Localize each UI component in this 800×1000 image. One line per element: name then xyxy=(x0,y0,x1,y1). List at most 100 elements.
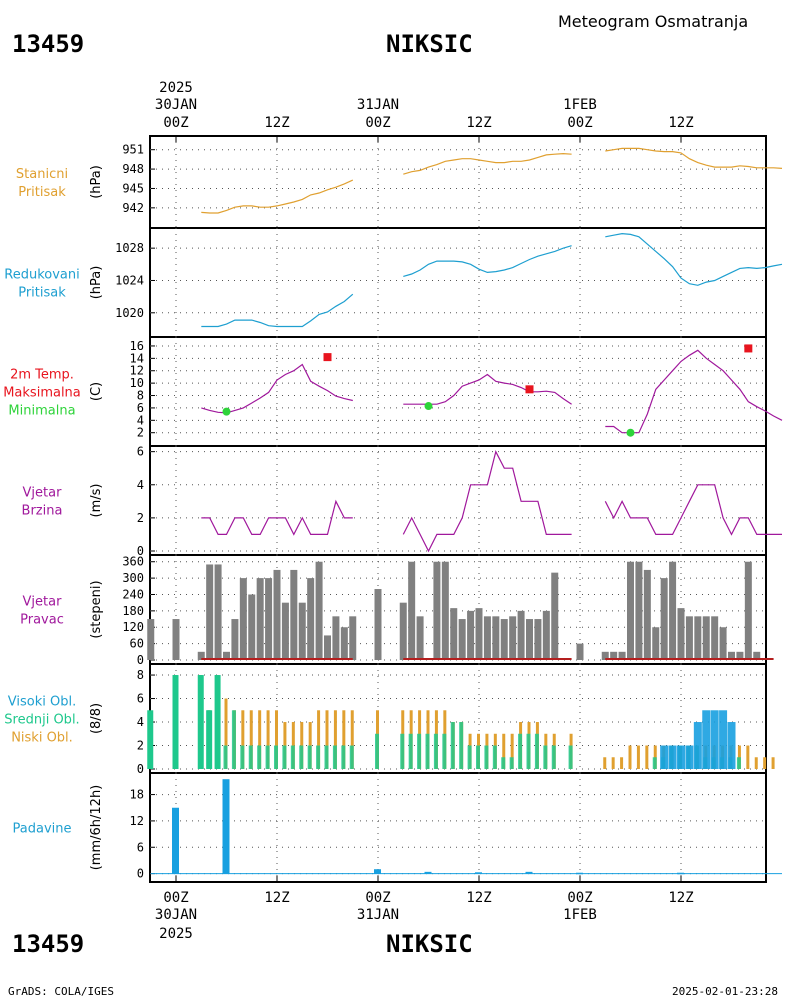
low-cloud-bar xyxy=(771,757,775,769)
series-line xyxy=(604,484,782,536)
mid-cloud-bar xyxy=(375,733,379,769)
panel-label: Pravac xyxy=(20,613,64,628)
mid-cloud-bar xyxy=(265,745,270,769)
panel-label: Visoki Obl. xyxy=(8,695,76,710)
mid-cloud-bar xyxy=(248,745,253,769)
wind-direction-bar xyxy=(610,651,618,660)
y-tick-label: 4 xyxy=(137,478,144,492)
wind-direction-bar xyxy=(652,627,660,660)
y-tick-label: 180 xyxy=(122,604,144,618)
wind-direction-bar xyxy=(744,561,752,660)
wind-direction-bar xyxy=(534,619,542,660)
panel-label: Pritisak xyxy=(18,286,66,301)
wind-direction-bar xyxy=(273,569,281,660)
time-label-date: 31JAN xyxy=(357,97,399,113)
station-name-bottom: NIKSIC xyxy=(386,930,473,958)
y-tick-label: 942 xyxy=(122,201,144,215)
wind-direction-bar xyxy=(635,561,643,660)
mid-cloud-bar xyxy=(526,733,531,769)
wind-direction-bar xyxy=(214,564,222,660)
meteogram-subtitle: Meteogram Osmatranja xyxy=(558,12,749,31)
wind-direction-bar xyxy=(736,651,744,660)
time-label-hour: 12Z xyxy=(668,890,693,906)
y-tick-label: 360 xyxy=(122,555,144,569)
y-tick-label: 6 xyxy=(137,840,144,854)
min-temp-marker xyxy=(626,428,635,437)
high-cloud-bar xyxy=(668,745,677,769)
high-cloud-bar xyxy=(214,675,221,769)
wind-direction-bar xyxy=(408,561,416,660)
time-label-hour: 00Z xyxy=(365,890,390,906)
time-label-date: 31JAN xyxy=(357,907,399,923)
wind-direction-bar xyxy=(542,610,550,660)
mid-cloud-bar xyxy=(492,745,497,769)
time-label-hour: 00Z xyxy=(567,115,592,131)
series-line xyxy=(201,363,353,414)
panel-label: Vjetar xyxy=(23,486,63,501)
high-cloud-bar xyxy=(702,710,711,769)
time-label-hour: 12Z xyxy=(466,890,491,906)
wind-direction-bar xyxy=(206,564,214,660)
wind-direction-bar xyxy=(416,616,424,660)
y-tick-label: 120 xyxy=(122,620,144,634)
station-id-top: 13459 xyxy=(12,30,85,58)
wind-direction-bar xyxy=(399,602,407,660)
mid-cloud-bar xyxy=(324,745,329,769)
y-tick-label: 948 xyxy=(122,162,144,176)
high-cloud-bar xyxy=(710,710,719,769)
wind-direction-bar xyxy=(500,619,508,660)
y-tick-label: 300 xyxy=(122,571,144,585)
time-label-hour: 00Z xyxy=(567,890,592,906)
panel-label: Brzina xyxy=(22,504,63,519)
max-temp-marker xyxy=(323,353,332,362)
mid-cloud-bar xyxy=(484,745,489,769)
mid-cloud-bar xyxy=(231,710,236,769)
low-cloud-bar xyxy=(241,710,245,769)
max-temp-marker xyxy=(525,385,534,394)
wind-direction-bar xyxy=(728,651,735,660)
y-tick-label: 16 xyxy=(130,339,144,353)
wind-direction-bar xyxy=(467,610,475,660)
panel-label: Maksimalna xyxy=(3,386,81,401)
wind-direction-bar xyxy=(517,610,525,660)
y-tick-label: 2 xyxy=(137,426,144,440)
mid-cloud-bar xyxy=(476,745,480,769)
station-name-top: NIKSIC xyxy=(386,30,473,58)
wind-direction-bar xyxy=(669,561,677,660)
mid-cloud-bar xyxy=(736,757,741,769)
series-line xyxy=(605,349,783,434)
wind-direction-bar xyxy=(702,616,710,660)
mid-cloud-bar xyxy=(408,733,413,769)
wind-direction-bar xyxy=(685,616,693,660)
time-label-date: 30JAN xyxy=(155,97,197,113)
series-line xyxy=(201,293,354,328)
y-tick-label: 14 xyxy=(130,351,144,365)
y-tick-label: 0 xyxy=(137,653,144,667)
mid-cloud-bar xyxy=(223,745,228,769)
wind-direction-bar xyxy=(643,569,651,660)
wind-direction-bar xyxy=(349,616,357,660)
low-cloud-bar xyxy=(350,710,354,769)
time-label-hour: 12Z xyxy=(264,115,289,131)
low-cloud-bar xyxy=(645,745,649,769)
mid-cloud-bar xyxy=(299,745,304,769)
series-line xyxy=(201,179,354,214)
y-tick-label: 2 xyxy=(137,739,144,753)
y-tick-label: 6 xyxy=(137,692,144,706)
low-cloud-bar xyxy=(283,722,287,769)
high-cloud-bar xyxy=(693,722,702,769)
panel-label: Srednji Obl. xyxy=(4,713,79,728)
time-label-date: 1FEB xyxy=(563,97,597,113)
series-line xyxy=(605,232,783,286)
mid-cloud-bar xyxy=(568,745,573,769)
mid-cloud-bar xyxy=(551,745,556,769)
panel-label: 2m Temp. xyxy=(10,368,74,383)
mid-cloud-bar xyxy=(417,733,422,769)
wind-direction-bar xyxy=(433,561,441,660)
wind-direction-bar xyxy=(223,651,230,660)
wind-direction-bar xyxy=(172,619,180,660)
mid-cloud-bar xyxy=(433,733,438,769)
precipitation-bar xyxy=(172,807,179,874)
low-cloud-bar xyxy=(510,733,514,769)
low-cloud-bar xyxy=(266,710,270,769)
